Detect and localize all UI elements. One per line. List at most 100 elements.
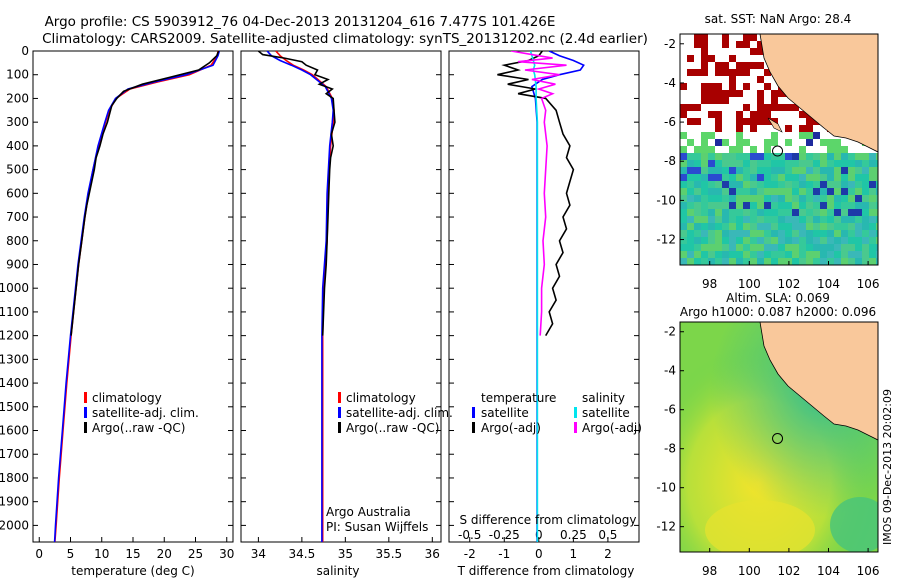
sst-cell <box>715 97 722 104</box>
sst-cell <box>750 34 757 41</box>
sst-cell <box>848 251 855 258</box>
sst-cell <box>750 62 757 69</box>
y-tick-label: 800 <box>6 234 29 248</box>
annotation-argo-australia: Argo Australia <box>326 505 411 519</box>
sst-cell <box>848 244 855 251</box>
sst-cell <box>820 237 827 244</box>
x-tick-label: 34.5 <box>289 547 316 561</box>
sst-cell <box>722 174 729 181</box>
sst-cell <box>869 195 876 202</box>
sst-cell <box>820 209 827 216</box>
sst-cell <box>694 244 701 251</box>
map-x-tick-label: 100 <box>738 277 761 291</box>
sst-cell <box>855 167 862 174</box>
sst-cell <box>799 125 806 132</box>
sst-cell <box>729 160 736 167</box>
sst-cell <box>771 160 778 167</box>
sst-cell <box>708 111 715 118</box>
sst-cell <box>855 195 862 202</box>
x-tick-label: 34 <box>251 547 266 561</box>
sst-cell <box>778 237 785 244</box>
legend-label-argo: Argo(..raw -QC) <box>346 421 439 435</box>
sst-cell <box>771 230 778 237</box>
sst-cell <box>687 55 694 62</box>
sst-cell <box>750 216 757 223</box>
sst-cell <box>785 209 792 216</box>
legend-label-climatology: climatology <box>92 391 162 405</box>
sst-cell <box>715 153 722 160</box>
sst-cell <box>778 90 785 97</box>
sst-cell <box>722 167 729 174</box>
sst-cell <box>708 195 715 202</box>
sst-cell <box>792 181 799 188</box>
legend-swatch-climatology <box>84 392 87 403</box>
sst-cell <box>680 111 687 118</box>
sst-cell <box>841 258 848 265</box>
sst-cell <box>715 125 722 132</box>
sst-cell <box>715 69 722 76</box>
sst-cell <box>757 202 764 209</box>
sst-cell <box>722 160 729 167</box>
sst-cell <box>827 146 834 153</box>
sst-cell <box>680 195 687 202</box>
sst-cell <box>757 160 764 167</box>
sst-cell <box>799 174 806 181</box>
sst-cell <box>701 132 708 139</box>
sst-cell <box>729 223 736 230</box>
y-tick-label: 100 <box>6 68 29 82</box>
legend-swatch-argo <box>84 422 87 433</box>
sst-cell <box>771 167 778 174</box>
sst-cell <box>827 216 834 223</box>
sst-cell <box>701 223 708 230</box>
sst-cell <box>687 104 694 111</box>
sst-cell <box>764 146 771 153</box>
map-y-tick-label: -8 <box>664 154 676 168</box>
series-line-t-argo-adj- <box>497 51 575 337</box>
sst-cell <box>834 195 841 202</box>
sst-cell <box>799 188 806 195</box>
sst-cell <box>764 237 771 244</box>
sst-cell <box>792 160 799 167</box>
map-y-tick-label: -10 <box>656 193 676 207</box>
sst-cell <box>680 146 687 153</box>
sst-cell <box>701 41 708 48</box>
sst-cell <box>708 216 715 223</box>
legend-label-satellite: satellite-adj. clim. <box>346 406 453 420</box>
sst-cell <box>869 244 876 251</box>
sst-cell <box>722 34 729 41</box>
sst-cell <box>736 258 743 265</box>
y-tick-label: 500 <box>6 163 29 177</box>
sst-cell <box>820 195 827 202</box>
sst-cell <box>862 230 869 237</box>
temperature-xlabel: temperature (deg C) <box>71 564 194 578</box>
sst-cell <box>694 251 701 258</box>
sst-cell <box>806 230 813 237</box>
sst-cell <box>687 188 694 195</box>
sst-cell <box>687 258 694 265</box>
sst-cell <box>862 258 869 265</box>
sst-cell <box>729 174 736 181</box>
sst-cell <box>876 237 878 244</box>
sst-cell <box>715 111 722 118</box>
sst-cell <box>694 34 701 41</box>
sst-cell <box>750 258 757 265</box>
sst-cell <box>841 195 848 202</box>
sst-cell <box>757 104 764 111</box>
sst-cell <box>757 41 764 48</box>
sst-cell <box>757 230 764 237</box>
sst-cell <box>722 216 729 223</box>
sst-cell <box>827 202 834 209</box>
legend-title-salinity: salinity <box>582 391 625 405</box>
sst-cell <box>792 153 799 160</box>
sst-cell <box>792 251 799 258</box>
sst-cell <box>876 223 878 230</box>
x-tick-label: 5 <box>67 547 75 561</box>
sst-cell <box>680 181 687 188</box>
difference-legend: temperature salinity satellite Argo(-adj… <box>472 391 642 435</box>
sst-cell <box>694 118 701 125</box>
sst-cell <box>785 153 792 160</box>
sst-cell <box>743 104 750 111</box>
sst-cell <box>764 209 771 216</box>
sst-cell <box>708 223 715 230</box>
sst-cell <box>806 139 813 146</box>
